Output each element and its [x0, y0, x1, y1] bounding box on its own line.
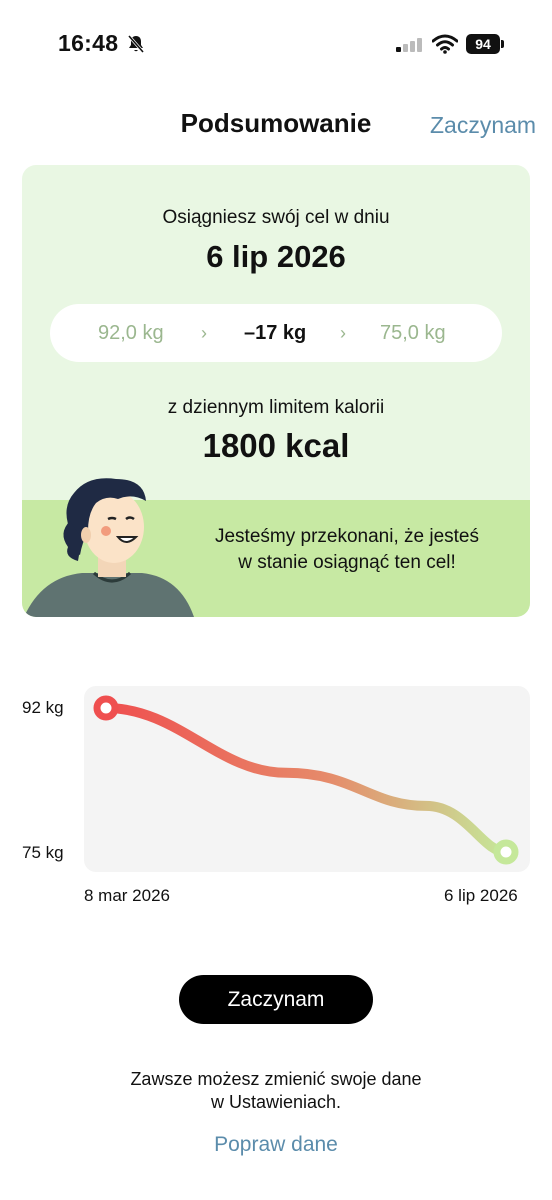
motivation-text: Jesteśmy przekonani, że jesteś w stanie …	[214, 526, 479, 573]
target-weight: 75,0 kg	[380, 322, 446, 344]
header-start-button[interactable]: Zaczynam	[430, 112, 537, 138]
settings-note: Zawsze możesz zmienić swoje dane w Ustaw…	[0, 1068, 552, 1114]
battery-indicator: 94	[466, 34, 500, 54]
weight-change-pill: 92,0 kg › –17 kg › 75,0 kg	[50, 304, 502, 362]
edit-data-link[interactable]: Popraw dane	[214, 1133, 338, 1156]
calorie-limit-value: 1800 kcal	[202, 427, 350, 464]
start-button[interactable]: Zaczynam	[179, 975, 373, 1024]
settings-note-line1: Zawsze możesz zmienić swoje dane	[130, 1069, 422, 1089]
y-axis-label-bottom: 75 kg	[22, 843, 64, 862]
chevron-right-icon: ›	[201, 323, 207, 343]
weight-change: –17 kg	[244, 322, 307, 344]
battery-tip	[501, 40, 504, 48]
summary-card: Osiągniesz swój cel w dniu 6 lip 2026 92…	[22, 165, 530, 617]
bell-off-icon	[127, 35, 145, 53]
calorie-limit-caption: z dziennym limitem kalorii	[167, 397, 385, 418]
cellular-signal-icon	[396, 38, 422, 52]
x-axis-label-start: 8 mar 2026	[84, 886, 170, 905]
status-bar: 16:48 94	[0, 0, 552, 90]
page-title: Podsumowanie	[180, 108, 372, 138]
y-axis-label-top: 92 kg	[22, 698, 64, 717]
weight-trend-line	[101, 703, 511, 857]
start-weight: 92,0 kg	[98, 322, 164, 344]
goal-caption: Osiągniesz swój cel w dniu	[162, 207, 390, 228]
weight-chart-panel	[84, 686, 530, 872]
smiling-person-illustration	[24, 478, 194, 617]
chevron-right-icon: ›	[340, 323, 346, 343]
weight-chart	[93, 695, 519, 865]
status-time: 16:48	[58, 30, 119, 56]
end-data-point	[493, 839, 519, 865]
wifi-icon	[432, 34, 458, 54]
settings-note-line2: w Ustawieniach.	[210, 1092, 342, 1112]
goal-date: 6 lip 2026	[206, 239, 346, 274]
x-axis-label-end: 6 lip 2026	[444, 886, 518, 905]
start-data-point	[93, 695, 119, 721]
